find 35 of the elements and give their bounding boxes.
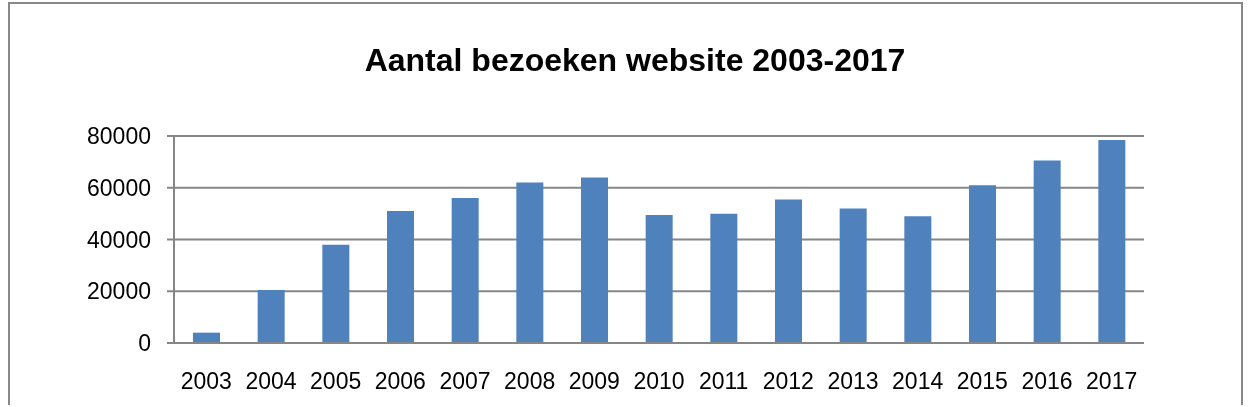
bar: [710, 213, 738, 343]
bar: [904, 216, 932, 343]
x-tick-label: 2014: [892, 368, 944, 395]
bar: [775, 199, 802, 343]
x-tick-label: 2005: [310, 368, 362, 395]
x-tick-label: 2017: [1086, 368, 1138, 395]
y-tick-label: 80000: [87, 123, 151, 150]
bar: [516, 182, 544, 343]
bar: [581, 177, 608, 343]
x-tick-label: 2009: [568, 368, 620, 395]
bar: [969, 185, 996, 343]
y-tick-label: 40000: [87, 226, 151, 253]
y-tick-label: 0: [138, 330, 151, 357]
x-tick-label: 2007: [439, 368, 491, 395]
y-tick-label: 60000: [87, 174, 151, 201]
chart-title: Aantal bezoeken website 2003-2017: [363, 42, 907, 79]
bar: [387, 211, 414, 343]
bar: [839, 208, 867, 343]
x-tick-label: 2008: [504, 368, 556, 395]
bar: [1033, 160, 1061, 343]
bar: [257, 289, 285, 343]
x-tick-label: 2013: [827, 368, 879, 395]
bar: [645, 214, 673, 343]
x-tick-label: 2016: [1021, 368, 1073, 395]
x-tick-label: 2015: [956, 368, 1008, 395]
bar: [451, 198, 479, 343]
x-tick-label: 2010: [633, 368, 685, 395]
x-tick-label: 2012: [762, 368, 814, 395]
bar: [322, 244, 350, 343]
x-tick-label: 2004: [245, 368, 297, 395]
x-tick-label: 2006: [374, 368, 426, 395]
y-tick-label: 20000: [87, 278, 151, 305]
x-tick-label: 2011: [698, 368, 749, 395]
x-tick-label: 2003: [180, 368, 232, 395]
bar: [1098, 139, 1126, 343]
